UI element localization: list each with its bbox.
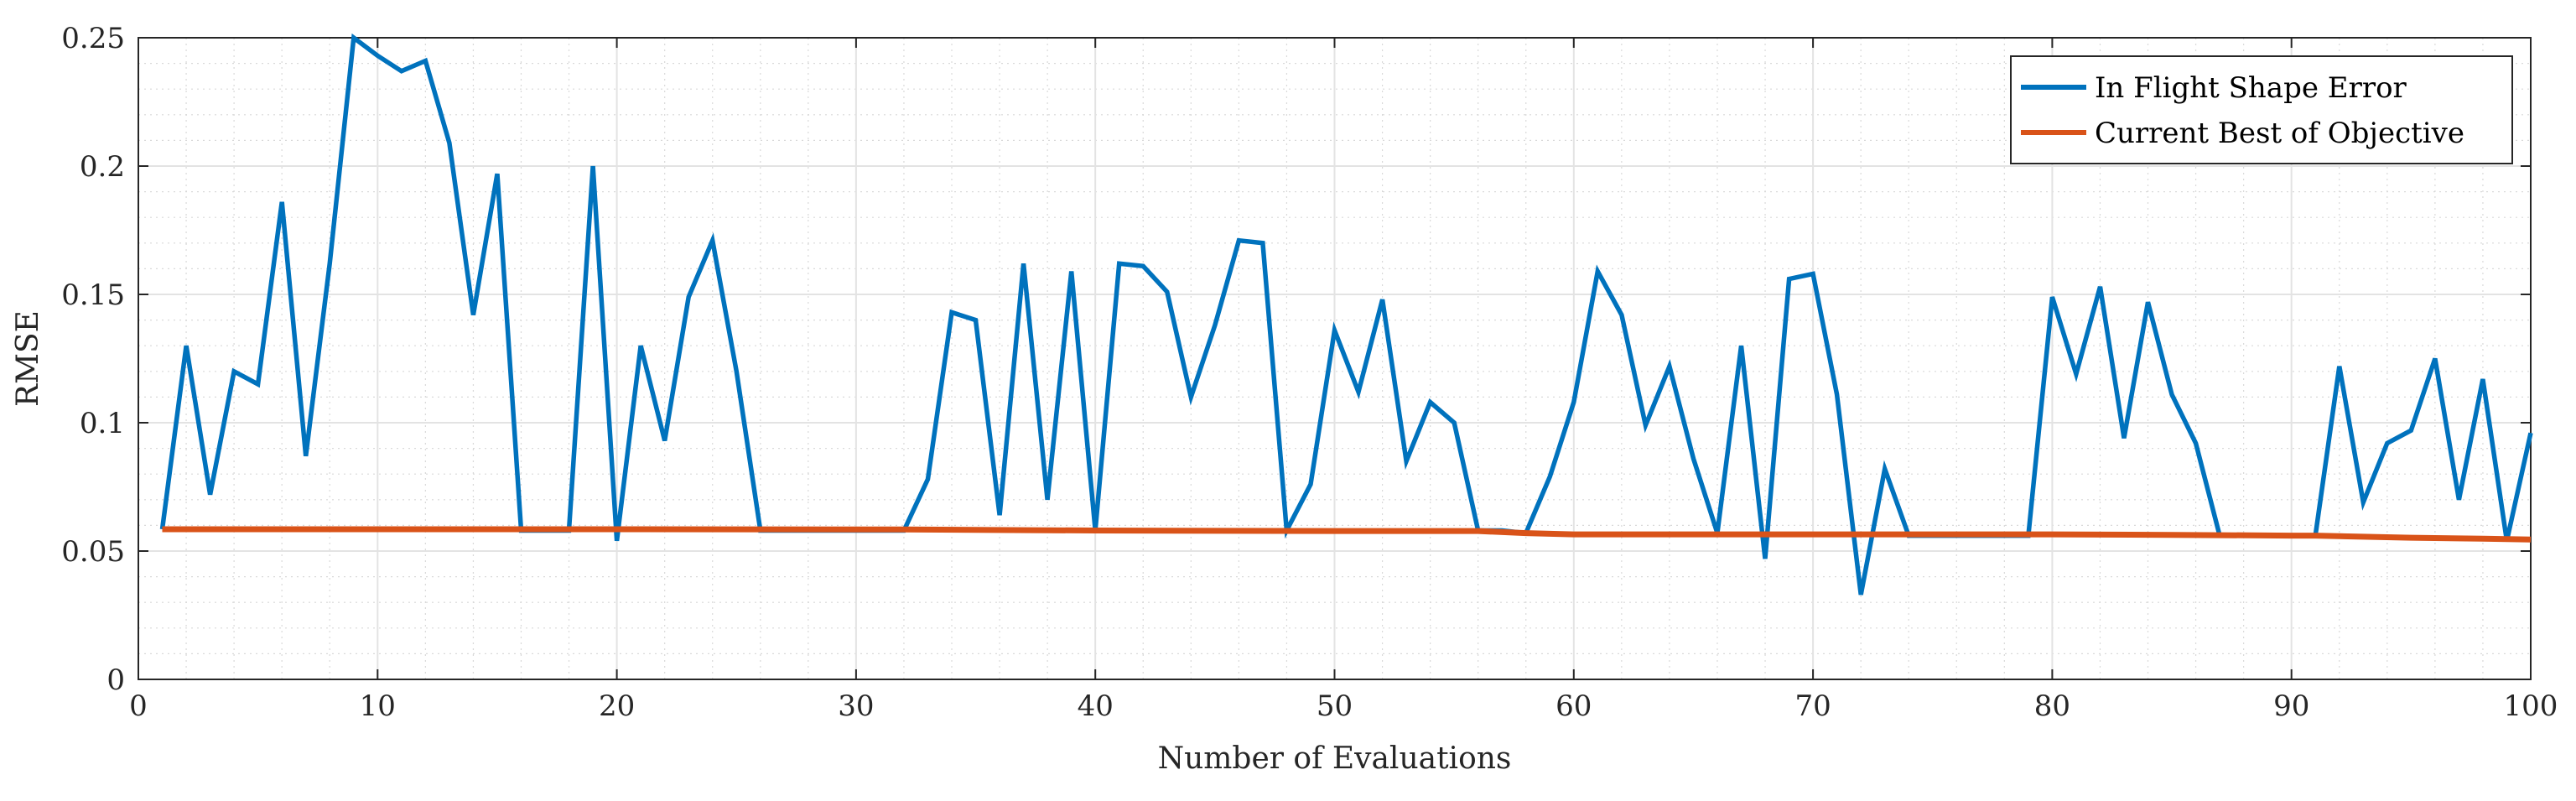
legend-label: Current Best of Objective: [2095, 117, 2464, 150]
x-tick-label: 90: [2273, 689, 2309, 723]
series-line-current-best-of-objective: [162, 526, 2532, 543]
tick-labels: 0 10 20 30 40 50 60 70 80 90 100 0 0.05 0.1 0.15 0.2 0.2…: [61, 22, 2558, 723]
x-tick-label: 70: [1794, 689, 1831, 723]
x-tick-label: 10: [360, 689, 396, 723]
legend: In Flight Shape Error Current Best of Obj…: [2010, 55, 2513, 164]
y-tick-label: 0.15: [61, 278, 125, 312]
y-tick-label: 0.05: [61, 535, 125, 569]
series-layer: [159, 33, 2533, 596]
y-tick-label: 0.2: [80, 150, 125, 184]
x-tick-label: 30: [838, 689, 874, 723]
y-tick-label: 0: [106, 663, 125, 697]
legend-box: [2010, 55, 2513, 164]
y-axis-label: RMSE: [11, 310, 45, 407]
x-tick-label: 80: [2034, 689, 2070, 723]
x-tick-label: 60: [1555, 689, 1592, 723]
y-tick-label: 0.1: [80, 407, 125, 440]
y-tick-label: 0.25: [61, 22, 125, 55]
x-tick-label: 0: [129, 689, 148, 723]
x-axis-label: Number of Evaluations: [1158, 741, 1512, 776]
legend-label: In Flight Shape Error: [2095, 71, 2407, 105]
x-tick-label: 20: [599, 689, 635, 723]
x-tick-label: 40: [1078, 689, 1114, 723]
x-tick-label: 50: [1317, 689, 1353, 723]
axis-ticks: [138, 37, 2532, 680]
x-tick-label: 100: [2504, 689, 2558, 723]
